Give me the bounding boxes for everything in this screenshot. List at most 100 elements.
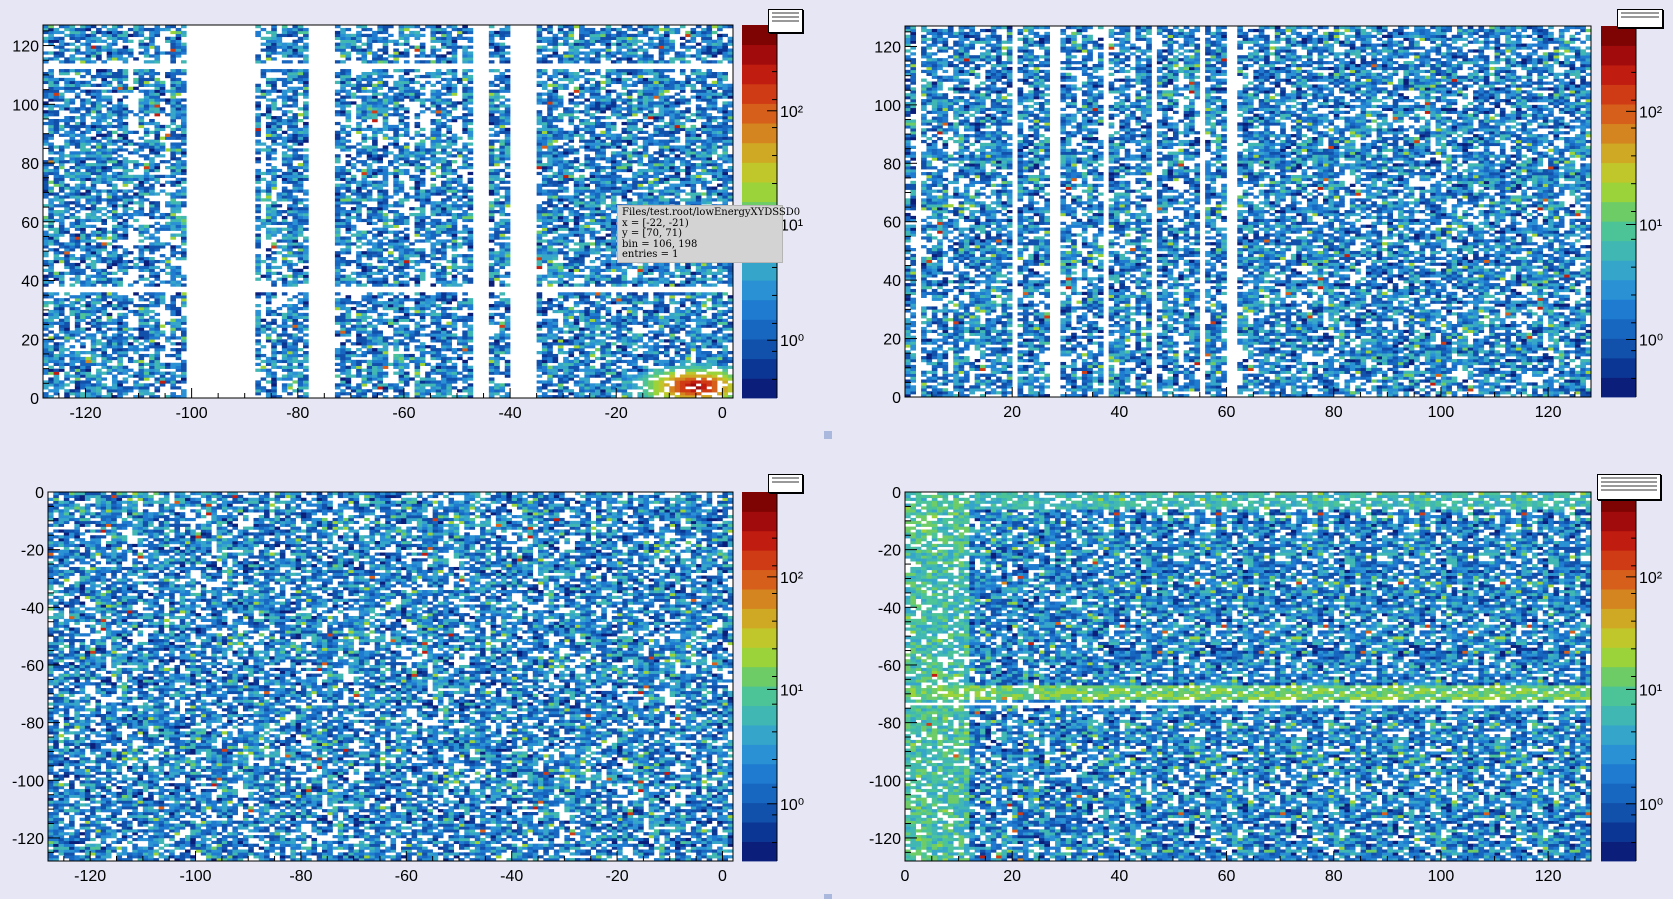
heatmap-cell <box>133 30 139 35</box>
heatmap-cell <box>430 145 437 149</box>
heatmap-cell <box>361 148 368 152</box>
heatmap-cell <box>451 36 458 40</box>
heatmap-cell <box>58 215 65 220</box>
heatmap-cell <box>414 321 421 325</box>
heatmap-cell <box>287 116 293 120</box>
heatmap-cell <box>372 351 378 355</box>
heatmap-cell <box>112 245 118 249</box>
heatmap-cell <box>127 198 134 202</box>
heatmap-cell <box>133 142 139 146</box>
heatmap-cell <box>441 295 447 299</box>
heatmap-cell <box>101 259 107 264</box>
heatmap-cell <box>297 301 304 305</box>
heatmap-cell <box>96 192 102 196</box>
heatmap-cell <box>393 245 399 249</box>
heatmap-cell <box>403 39 410 43</box>
heatmap-cell <box>133 69 139 73</box>
heatmap-cell <box>112 248 118 252</box>
heatmap-cell <box>398 371 405 375</box>
heatmap-cell <box>435 330 442 334</box>
heatmap-cell <box>133 183 139 187</box>
heatmap-cell <box>58 356 65 361</box>
heatmap-cell <box>69 389 76 393</box>
heatmap-cell <box>372 386 378 390</box>
heatmap-cell <box>64 107 70 111</box>
heatmap-cell <box>297 77 304 82</box>
heatmap-cell <box>350 165 357 170</box>
heatmap-cell <box>430 130 437 134</box>
heatmap-cell <box>85 257 92 261</box>
heatmap-cell <box>48 377 54 381</box>
heatmap-cell <box>446 142 452 146</box>
heatmap-cell <box>181 107 187 111</box>
heatmap-cell <box>297 92 304 96</box>
heatmap-cell <box>74 33 81 38</box>
heatmap-cell <box>106 392 113 396</box>
heatmap-cell <box>74 165 81 170</box>
heatmap-cell <box>58 165 65 170</box>
heatmap-cell <box>85 177 92 181</box>
heatmap-cell <box>143 368 150 372</box>
heatmap-cell <box>64 42 70 46</box>
heatmap-cell <box>462 160 468 164</box>
heatmap-cell <box>287 236 293 240</box>
heatmap-cell <box>255 242 261 246</box>
heatmap-cell <box>154 359 161 364</box>
heatmap-cell <box>414 154 421 158</box>
heatmap-cell <box>69 257 76 261</box>
heatmap-cell <box>85 89 92 93</box>
heatmap-cell <box>101 80 107 85</box>
heatmap-cell <box>271 207 277 211</box>
heatmap-cell <box>165 271 171 275</box>
heatmap-cell <box>451 315 458 319</box>
heatmap-cell <box>276 95 283 99</box>
heatmap-cell <box>101 377 107 381</box>
heatmap-cell <box>441 392 447 396</box>
heatmap-cell <box>287 157 293 161</box>
heatmap-cell <box>457 254 463 258</box>
heatmap-cell <box>372 210 378 214</box>
heatmap-cell <box>409 80 415 85</box>
heatmap-cell <box>446 110 452 114</box>
heatmap-cell <box>74 124 81 129</box>
heatmap-cell <box>271 157 277 161</box>
heatmap-cell <box>451 60 458 64</box>
heatmap-cell <box>138 107 145 111</box>
heatmap-cell <box>361 353 368 358</box>
heatmap-cell <box>48 389 54 393</box>
heatmap-cell <box>138 163 145 167</box>
heatmap-cell <box>138 45 145 49</box>
heatmap-cell <box>64 174 70 179</box>
heatmap-cell <box>446 89 452 93</box>
heatmap-pad-top-left[interactable]: -120 -100 -80 -60 -40 -20 0 0 20 40 60 80 100 120 10⁰ 1… <box>0 0 836 449</box>
heatmap-cell <box>409 177 415 181</box>
heatmap-cell <box>170 127 176 132</box>
heatmap-cell <box>287 262 293 267</box>
heatmap-cell <box>159 292 166 296</box>
heatmap-cell <box>90 333 97 337</box>
heatmap-cell <box>393 92 399 96</box>
heatmap-cell <box>117 353 123 358</box>
heatmap-cell <box>297 251 304 255</box>
heatmap-cell <box>106 130 113 134</box>
heatmap-cell <box>345 183 352 187</box>
heatmap-cell <box>74 277 81 281</box>
heatmap-cell <box>255 312 261 317</box>
heatmap-cell <box>154 298 161 302</box>
heatmap-cell <box>403 233 410 237</box>
heatmap-cell <box>43 251 49 255</box>
heatmap-cell <box>414 124 421 129</box>
heatmap-cell <box>175 204 182 208</box>
heatmap-cell <box>393 233 399 237</box>
heatmap-cell <box>271 265 277 270</box>
heatmap-cell <box>74 198 81 202</box>
heatmap-cell <box>403 348 410 352</box>
heatmap-cell <box>276 174 283 179</box>
heatmap-cell <box>303 227 309 231</box>
heatmap-cell <box>303 157 309 161</box>
heatmap-cell <box>271 27 277 32</box>
heatmap-cell <box>175 295 182 299</box>
heatmap-cell <box>435 201 442 205</box>
heatmap-cell <box>287 160 293 164</box>
heatmap-cell <box>96 389 102 393</box>
